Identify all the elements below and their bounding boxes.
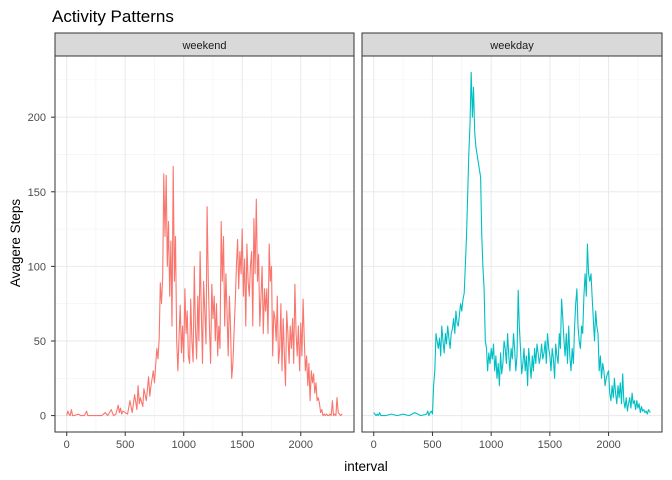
y-tick-label: 150	[28, 187, 46, 199]
chart-title: Activity Patterns	[52, 7, 174, 26]
x-tick-label: 0	[64, 439, 70, 451]
x-tick-label: 2000	[596, 439, 620, 451]
x-tick-label: 500	[116, 439, 134, 451]
y-tick-label: 0	[40, 411, 46, 423]
series-line-weekday	[373, 71, 651, 417]
x-tick-label: 2000	[289, 439, 313, 451]
facet-strip	[361, 32, 663, 57]
x-axis-title: interval	[344, 459, 388, 474]
panel-background	[362, 56, 662, 432]
panel-weekend: weekend 0 500 1000 1500 2000	[54, 32, 355, 451]
y-tick-label: 100	[28, 261, 46, 273]
facet-strip-label: weekday	[489, 40, 534, 52]
series-line-weekend	[66, 165, 343, 417]
y-axis-title: Avagere Steps	[8, 199, 23, 288]
facet-strip-label: weekend	[181, 40, 226, 52]
panel-background	[55, 56, 354, 432]
y-tick-label: 50	[34, 336, 46, 348]
x-tick-label: 1500	[538, 439, 562, 451]
x-tick-label: 500	[423, 439, 441, 451]
panel-weekday: weekday 0 500 1000 1500 2000	[361, 32, 663, 451]
facet-strip	[54, 32, 355, 57]
x-tick-label: 1000	[171, 439, 195, 451]
x-tick-label: 1500	[230, 439, 254, 451]
x-tick-label: 0	[371, 439, 377, 451]
y-tick-label: 200	[28, 112, 46, 124]
x-tick-label: 1000	[479, 439, 503, 451]
